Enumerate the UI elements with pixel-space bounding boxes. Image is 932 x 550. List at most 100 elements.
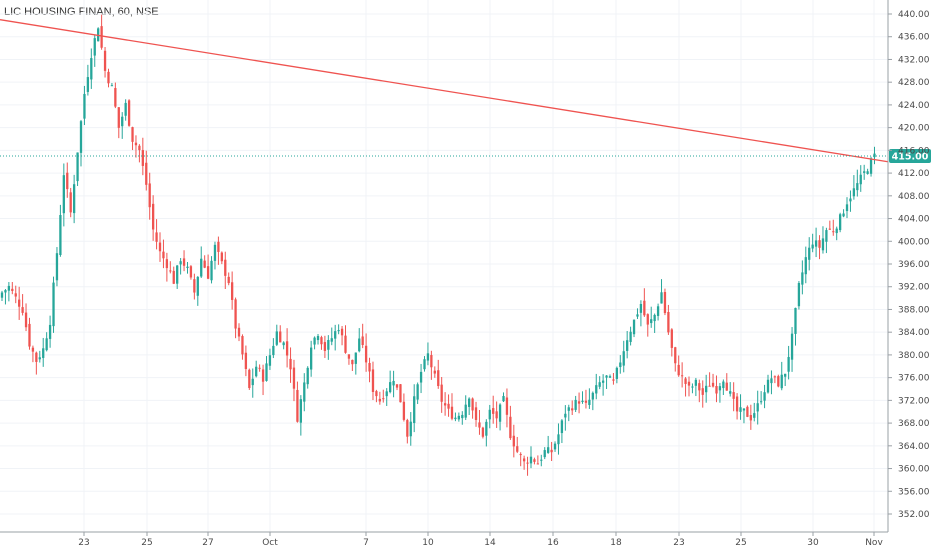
candle-body — [268, 355, 272, 366]
candle-body — [464, 404, 467, 418]
candle-body — [718, 386, 722, 391]
candle-body — [550, 449, 553, 453]
candle-body — [320, 337, 323, 345]
candle-body — [121, 116, 124, 127]
candle-body — [553, 443, 557, 450]
candle-body — [261, 369, 265, 382]
candle-body — [358, 338, 361, 352]
candle-body — [804, 257, 807, 275]
candle-body — [241, 336, 244, 355]
candle-body — [626, 340, 629, 351]
candle-body — [512, 435, 515, 447]
candle-body — [763, 392, 766, 401]
candle-body — [608, 376, 612, 378]
y-tick-label: 352.00 — [898, 510, 930, 520]
candle-body — [845, 204, 849, 212]
candle-body — [0, 292, 4, 298]
candle-body — [732, 392, 735, 399]
x-tick-label: 10 — [422, 538, 434, 548]
candle-body — [509, 416, 512, 439]
candle-body — [289, 358, 292, 370]
candle-body — [729, 391, 732, 394]
candle-body — [382, 398, 385, 400]
candle-body — [481, 427, 485, 437]
candle-body — [588, 399, 591, 405]
candle-body — [711, 382, 715, 387]
candle-body — [653, 314, 656, 322]
candle-body — [516, 446, 519, 452]
candle-body — [31, 347, 35, 352]
candle-body — [220, 252, 223, 262]
candle-body — [52, 282, 55, 327]
candle-body — [742, 408, 746, 411]
candle-body — [162, 251, 165, 259]
candle-body — [4, 290, 7, 293]
candle-body — [107, 71, 110, 84]
candle-body — [347, 354, 351, 359]
last-price-line-layer: 415.00 — [0, 149, 931, 164]
candle-body — [522, 458, 526, 462]
candle-body — [72, 184, 76, 214]
candle-body — [591, 392, 594, 400]
x-tick-label: 23 — [673, 538, 684, 548]
x-tick-label: 27 — [202, 538, 213, 548]
candle-body — [725, 382, 728, 391]
candle-body — [540, 459, 543, 461]
candle-body — [406, 420, 409, 437]
last-price-tag — [889, 149, 931, 164]
candle-body — [502, 396, 505, 402]
candle-body — [334, 331, 337, 339]
candle-body — [275, 331, 278, 345]
candle-body — [821, 238, 825, 251]
candle-body — [461, 414, 464, 419]
candle-body — [76, 152, 79, 182]
candle-body — [811, 244, 814, 249]
candle-body — [677, 364, 680, 376]
candle-body — [581, 400, 584, 403]
y-tick-label: 380.00 — [898, 351, 930, 361]
candle-body — [179, 261, 182, 265]
candle-body — [38, 357, 41, 360]
candle-body — [385, 391, 388, 397]
candle-body — [660, 292, 663, 304]
y-tick-label: 440.00 — [898, 10, 930, 20]
candle-body — [684, 378, 687, 384]
candle-body — [35, 352, 38, 362]
candle-body — [801, 272, 804, 285]
candle-body — [402, 401, 406, 420]
candle-body — [722, 381, 725, 389]
trendline-layer — [0, 19, 889, 163]
candle-body — [440, 384, 443, 402]
candle-body — [69, 192, 72, 213]
candle-body — [457, 415, 461, 420]
candles — [0, 14, 876, 476]
candle-body — [138, 145, 141, 151]
candle-body — [873, 153, 876, 158]
candle-body — [849, 198, 852, 202]
candle-body — [303, 382, 306, 402]
candle-body — [90, 58, 93, 80]
candle-body — [838, 214, 842, 231]
candle-body — [296, 389, 299, 422]
candle-body — [55, 253, 59, 281]
candle-body — [389, 382, 392, 393]
y-tick-label: 404.00 — [898, 215, 930, 225]
candle-body — [639, 303, 643, 313]
candle-body — [234, 299, 237, 329]
chart-title: LIC HOUSING FINAN, 60, NSE — [4, 6, 159, 18]
candle-body — [698, 383, 701, 391]
candle-body — [856, 183, 859, 191]
candle-body — [797, 283, 801, 307]
candle-body — [746, 406, 749, 417]
candle-body — [646, 314, 649, 325]
candle-body — [79, 121, 83, 153]
candle-body — [419, 371, 423, 383]
candle-body — [571, 408, 574, 411]
last-price-label: 415.00 — [892, 152, 929, 163]
candle-body — [378, 398, 381, 402]
candle-body — [100, 26, 103, 48]
candle-body — [674, 347, 677, 364]
candle-body — [632, 319, 636, 335]
candle-body — [148, 183, 151, 208]
candle-body — [313, 337, 316, 345]
